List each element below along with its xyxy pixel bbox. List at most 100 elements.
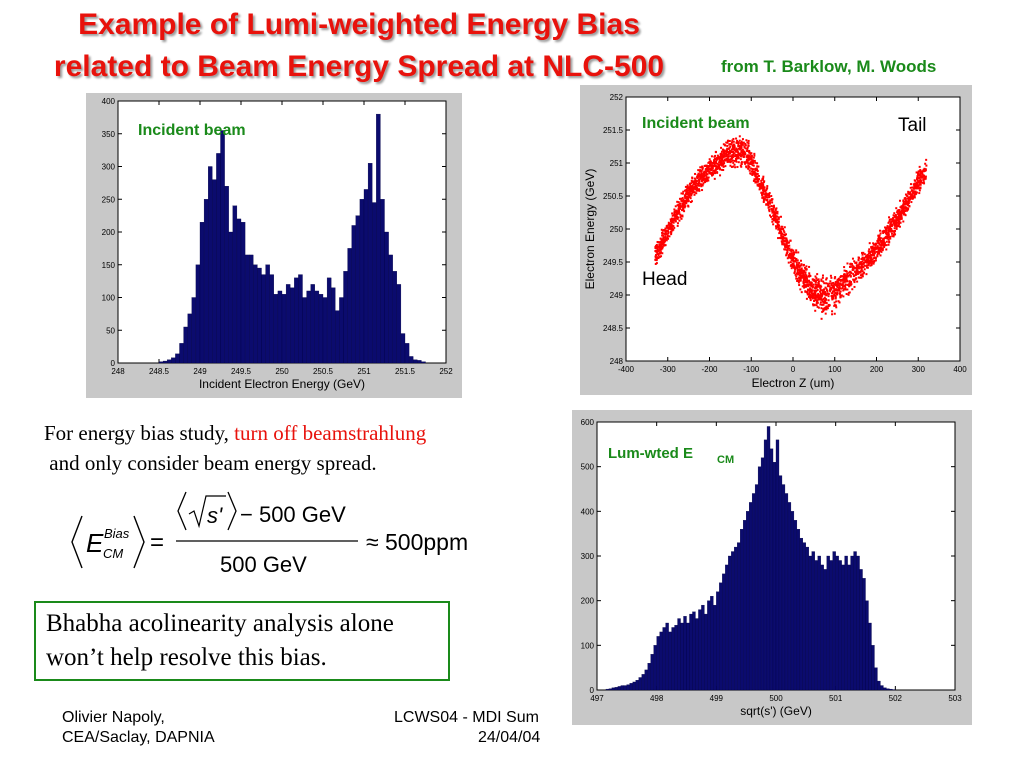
scatter-point [842, 273, 845, 276]
scatter-point [898, 199, 901, 202]
scatter-point [784, 244, 787, 247]
scatter-point [834, 289, 837, 292]
scatter-point [683, 210, 686, 213]
scatter-point [703, 173, 706, 176]
scatter-point [796, 277, 799, 280]
scatter-point [816, 305, 819, 308]
scatter-point [756, 175, 759, 178]
scatter-point [721, 159, 724, 162]
scatter-point [731, 146, 734, 149]
scatter-point [819, 292, 822, 295]
scatter-point [666, 234, 669, 237]
scatter-point [776, 222, 779, 225]
scatter-point [682, 205, 685, 208]
scatter-point [796, 270, 799, 273]
histogram-bar [775, 439, 780, 691]
scatter-point [922, 175, 925, 178]
histogram-bar [838, 560, 842, 691]
histogram-bar [877, 680, 881, 691]
scatter-point [798, 266, 801, 269]
scatter-point [861, 258, 864, 261]
scatter-point [655, 247, 658, 250]
scatter-point [661, 246, 664, 249]
scatter-point [720, 158, 723, 161]
histogram-bar [326, 277, 332, 364]
scatter-point [728, 160, 731, 163]
scatter-point [900, 209, 903, 212]
scatter-point [708, 161, 711, 164]
scatter-point [822, 308, 825, 311]
scatter-point [796, 272, 799, 275]
scatter-point [740, 145, 743, 148]
scatter-point [804, 273, 807, 276]
scatter-point [804, 277, 807, 280]
scatter-point [785, 237, 788, 240]
scatter-point [925, 164, 928, 167]
scatter-point [683, 195, 686, 198]
scatter-point [880, 239, 883, 242]
scatter-point [798, 274, 801, 277]
x-tick-label: 248 [111, 367, 125, 376]
scatter-point [721, 168, 724, 171]
scatter-point [839, 282, 842, 285]
scatter-point [872, 260, 875, 263]
histogram-bar [167, 359, 172, 364]
scatter-point [750, 160, 753, 163]
scatter-point [822, 309, 825, 312]
histogram-bar [269, 274, 274, 364]
scatter-point [885, 244, 888, 247]
scatter-point [888, 216, 891, 219]
histogram-bar [298, 274, 303, 364]
scatter-point [751, 159, 754, 162]
scatter-point [796, 265, 799, 268]
histogram-bar [392, 271, 397, 364]
scatter-point [856, 280, 859, 283]
scatter-point [780, 233, 783, 236]
scatter-point [768, 208, 771, 211]
body-text-line1: For energy bias study, turn off beamstra… [44, 421, 426, 446]
scatter-point [790, 267, 793, 270]
histogram-bar [698, 609, 702, 691]
scatter-point [909, 183, 912, 186]
scatter-point [802, 279, 805, 282]
scatter-point [869, 257, 872, 260]
scatter-point [795, 251, 798, 254]
scatter-point [829, 274, 832, 277]
histogram-bar [359, 199, 365, 364]
scatter-point [860, 265, 863, 268]
scatter-point [678, 204, 681, 207]
y-tick-label: 150 [102, 261, 116, 270]
scatter-point [722, 152, 725, 155]
histogram-bar [710, 596, 714, 691]
histogram-bar [635, 680, 639, 691]
x-tick-label: 250.5 [313, 367, 334, 376]
scatter-point [720, 159, 723, 162]
scatter-point [867, 255, 870, 258]
scatter-point [882, 238, 885, 241]
scatter-point [803, 266, 806, 269]
histogram-bar [273, 294, 279, 364]
scatter-point [919, 169, 922, 172]
chart3-annotation-sub: CM [717, 454, 734, 466]
scatter-point [786, 245, 789, 248]
footer-author-line2: CEA/Saclay, DAPNIA [62, 729, 215, 746]
scatter-point [816, 288, 819, 291]
scatter-point [756, 162, 759, 165]
scatter-point [680, 199, 683, 202]
scatter-point [833, 277, 836, 280]
scatter-point [686, 185, 689, 188]
scatter-point [921, 175, 924, 178]
scatter-point [671, 212, 674, 215]
scatter-point [713, 158, 716, 161]
scatter-point [787, 241, 790, 244]
scatter-point [670, 222, 673, 225]
scatter-point [792, 249, 795, 252]
scatter-point [897, 220, 900, 223]
scatter-point [762, 197, 765, 200]
scatter-point [663, 229, 666, 232]
scatter-point [795, 259, 798, 262]
scatter-point [832, 281, 835, 284]
scatter-point [754, 174, 757, 177]
scatter-point [824, 300, 827, 303]
scatter-point [735, 141, 738, 144]
